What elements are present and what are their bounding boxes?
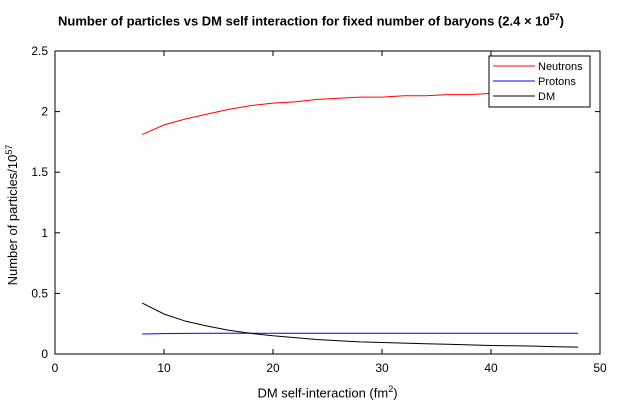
- chart-title-exponent: 57: [549, 12, 560, 22]
- x-tick-label: 40: [484, 361, 498, 375]
- x-tick-label: 50: [593, 361, 607, 375]
- legend-label-protons: Protons: [538, 76, 576, 88]
- x-tick-label: 30: [375, 361, 389, 375]
- y-tick-label: 0.5: [31, 286, 48, 300]
- x-axis-label: DM self-interaction (fm2): [55, 384, 600, 400]
- chart-title: Number of particles vs DM self interacti…: [0, 12, 622, 28]
- y-axis-label-inner: Number of particles/1057: [4, 145, 20, 286]
- y-tick-label: 0: [41, 347, 48, 361]
- x-axis-label-exponent: 2: [388, 384, 394, 394]
- chart-title-text: Number of particles vs DM self interacti…: [58, 13, 550, 29]
- axis-ticks: [54, 50, 601, 355]
- legend-label-dm: DM: [538, 91, 555, 103]
- y-tick-label: 1: [41, 226, 48, 240]
- x-tick-label: 20: [266, 361, 280, 375]
- legend: Neutrons Protons DM: [488, 55, 591, 108]
- chart-title-suffix: ): [559, 13, 564, 29]
- series-line-protons: [142, 332, 579, 335]
- x-axis-label-suffix: ): [393, 385, 398, 401]
- y-tick-label: 2.5: [31, 44, 48, 58]
- series-line-dm: [141, 302, 579, 348]
- axis-tick-labels: 0 10 20 30 40 50 0 0.5 1 1.5 2 2.5: [31, 44, 607, 375]
- x-axis-label-text: DM self-interaction (fm: [257, 385, 389, 401]
- y-axis-label-text: Number of particles/10: [5, 154, 21, 286]
- y-axis-label-exponent: 57: [3, 144, 14, 155]
- x-tick-label: 10: [157, 361, 171, 375]
- y-tick-label: 1.5: [31, 165, 48, 179]
- x-tick-label: 0: [52, 361, 59, 375]
- y-tick-label: 2: [41, 105, 48, 119]
- legend-label-neutrons: Neutrons: [538, 61, 583, 73]
